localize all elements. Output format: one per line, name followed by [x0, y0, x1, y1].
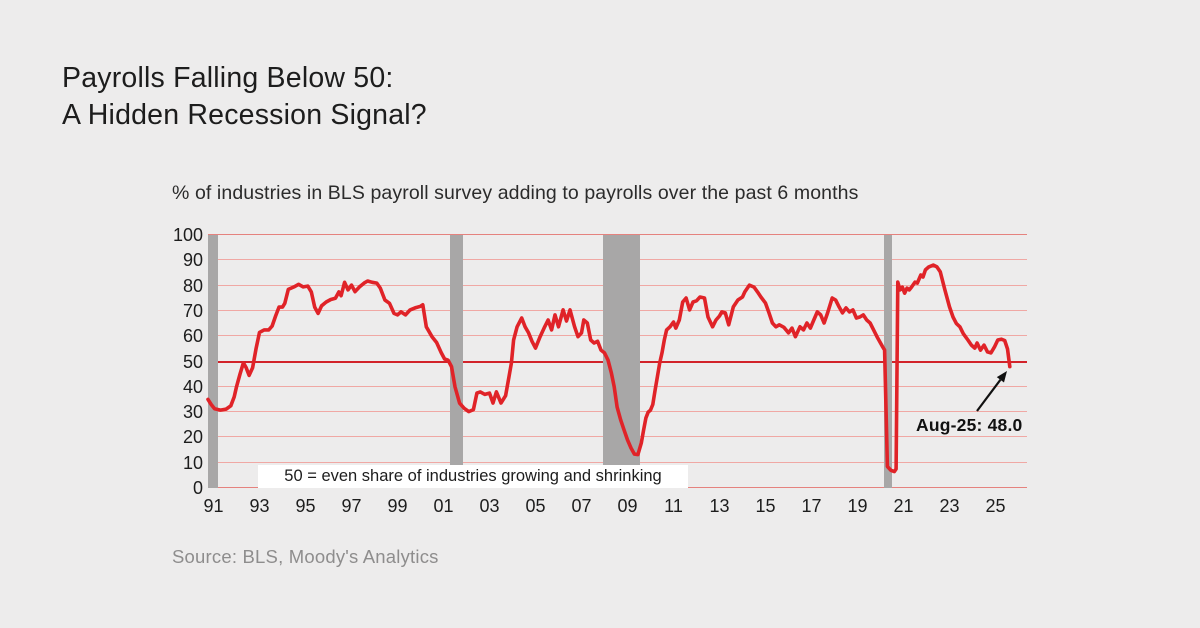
note-50-box: 50 = even share of industries growing an… — [258, 465, 688, 488]
y-tick-30: 30 — [182, 402, 203, 423]
y-tick-60: 60 — [182, 326, 203, 347]
x-tick-21: 21 — [893, 496, 914, 516]
x-tick-11: 11 — [664, 496, 683, 516]
x-tick-23: 23 — [939, 496, 960, 516]
recession-band-3 — [883, 235, 893, 488]
x-tick-25: 25 — [985, 496, 1006, 516]
x-tick-05: 05 — [525, 496, 546, 516]
source-note: Source: BLS, Moody's Analytics — [172, 546, 439, 567]
y-tick-0: 0 — [192, 478, 203, 498]
chart-subtitle: % of industries in BLS payroll survey ad… — [172, 182, 859, 204]
x-tick-93: 93 — [249, 496, 270, 516]
y-tick-80: 80 — [182, 275, 203, 296]
annotation-arrow-icon — [976, 371, 1007, 412]
x-tick-13: 13 — [709, 496, 730, 516]
page-title-line2: A Hidden Recession Signal? — [62, 99, 427, 131]
recession-band-0 — [208, 235, 219, 488]
x-tick-01: 01 — [433, 496, 454, 516]
x-tick-17: 17 — [801, 496, 822, 516]
last-value-annotation: Aug-25: 48.0 — [916, 415, 1023, 435]
page-title: Payrolls Falling Below 50: A Hidden Rece… — [62, 60, 427, 134]
x-tick-07: 07 — [571, 496, 592, 516]
y-tick-70: 70 — [182, 300, 203, 321]
y-tick-50: 50 — [182, 351, 203, 372]
y-tick-90: 90 — [182, 250, 203, 271]
y-tick-40: 40 — [182, 376, 203, 397]
recession-band-1 — [450, 235, 464, 488]
x-tick-15: 15 — [755, 496, 776, 516]
y-tick-20: 20 — [182, 427, 203, 448]
x-tick-95: 95 — [295, 496, 316, 516]
y-tick-10: 10 — [182, 452, 203, 473]
x-tick-19: 19 — [847, 496, 868, 516]
x-tick-03: 03 — [479, 496, 500, 516]
page-title-line1: Payrolls Falling Below 50: — [62, 62, 394, 94]
payroll-series-line — [206, 263, 1012, 474]
x-tick-97: 97 — [341, 496, 362, 516]
x-tick-99: 99 — [387, 496, 408, 516]
x-tick-91: 91 — [203, 496, 224, 516]
gridline-100 — [208, 234, 1027, 235]
y-tick-100: 100 — [172, 225, 203, 245]
x-tick-09: 09 — [617, 496, 638, 516]
